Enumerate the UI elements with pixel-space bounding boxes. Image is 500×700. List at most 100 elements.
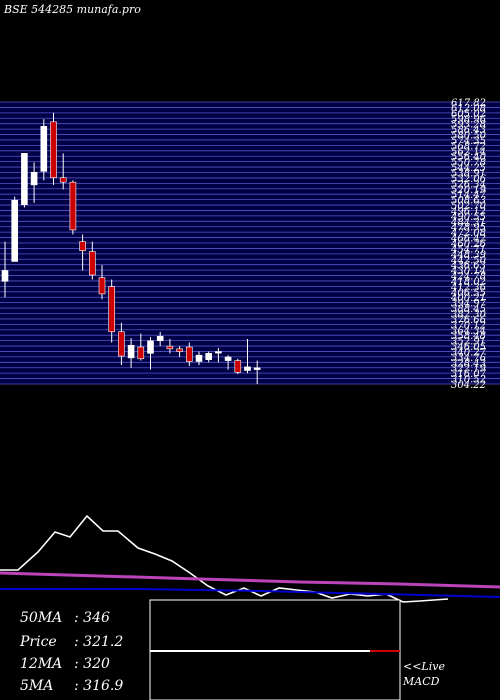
price-tick-label: 520.19 [451,185,487,196]
price-tick-label: 442.50 [450,255,487,266]
candle-up [215,351,222,354]
price-tick-label: 406.55 [450,288,486,299]
ma-blue-line [0,588,500,598]
price-tick-label: 424.78 [450,272,486,283]
price-tick-label: 532.06 [451,174,487,185]
stat-value: 346 [83,610,110,626]
price-tick-label: 382.30 [451,310,487,321]
price-tick-label: 358.48 [451,331,486,342]
price-tick-label: 526.34 [451,179,486,190]
price-tick-label: 454.71 [450,244,486,255]
candle-down [137,346,145,360]
candle-down [50,121,57,178]
price-tick-label: 310.52 [451,375,486,386]
candle-down [166,345,174,350]
price-tick-label: 316.07 [451,369,487,380]
price-tick-label: 448.39 [450,250,487,261]
price-tick-label: 562.14 [451,147,486,158]
stat-price: Price: 321.2 [20,634,124,650]
price-grid [0,101,500,385]
candle-up [253,367,261,370]
price-tick-label: 586.43 [451,125,486,136]
price-tick-label: 346.05 [451,342,486,353]
candle-up [195,354,203,362]
candle-up [147,340,154,354]
candle-down [98,277,106,295]
candle-up [21,153,28,206]
price-tick-label: 400.21 [450,293,486,304]
price-tick-label: 593.28 [451,120,486,131]
indicator-panel [0,514,500,700]
price-tick-label: 484.31 [450,217,486,228]
candle-down [108,286,115,333]
price-tick-label: 568.72 [451,141,486,152]
price-tick-labels: 617.82612.08605.02598.96593.28586.43580.… [450,98,487,391]
price-tick-label: 574.35 [451,136,486,147]
candle-down [176,348,183,352]
price-tick-label: 376.66 [451,315,487,326]
price-tick-label: 538.91 [451,169,486,180]
price-tick-label: 340.27 [451,347,487,358]
price-tick-label: 612.08 [451,103,486,114]
price-tick-label: 605.02 [451,109,486,120]
candle-up [244,366,251,371]
candle-up [30,171,38,186]
price-tick-label: 508.63 [451,196,486,207]
stat-value: 320 [83,656,110,672]
stat-label: 12MA [20,656,63,672]
price-tick-label: 460.26 [450,239,487,250]
candlestick-series [1,112,261,384]
chart-title: BSE 544285 munafa.pro [4,3,141,16]
price-tick-label: 502.70 [451,201,487,212]
price-tick-label: 490.55 [450,212,486,223]
live-link[interactable]: <<Live [403,660,445,673]
candle-up [40,126,48,172]
price-tick-label: 328.43 [451,358,486,369]
price-tick-label: 466.42 [450,234,486,245]
price-tick-label: 370.12 [451,320,486,331]
price-tick-label: 436.63 [450,261,486,272]
stat-50ma: 50MA: 346 [20,610,110,626]
candle-down [89,251,96,276]
candle-down [186,346,193,362]
macd-label: MACD [403,675,440,688]
price-tick-label: 478.95 [450,223,486,234]
candle-up [205,353,212,360]
price-tick-label: 394.97 [451,299,487,310]
stat-label: 50MA [20,610,63,626]
price-tick-label: 364.34 [451,326,486,337]
price-tick-label: 496.12 [450,206,486,217]
price-tick-label: 412.36 [450,282,487,293]
candle-up [156,335,164,342]
price-tick-label: 430.14 [450,266,486,277]
stat-12ma: 12MA: 320 [20,656,110,672]
price-tick-label: 514.47 [451,190,487,201]
price-tick-label: 472.08 [450,228,486,239]
stat-value: 316.9 [83,678,124,694]
ma-purple-line [0,571,500,589]
price-tick-label: 598.96 [451,114,487,125]
price-tick-label: 322.19 [451,364,487,375]
candle-down [79,241,86,251]
candle-up [127,344,135,359]
price-tick-label: 418.02 [450,277,486,288]
candle-down [234,360,242,373]
price-tick-label: 550.78 [451,158,486,169]
candle-up [1,270,9,282]
stat-label: Price [20,634,57,650]
candle-up [11,199,18,262]
price-tick-label: 388.45 [451,304,486,315]
stat-value: 321.2 [83,634,124,650]
live-macd-label[interactable]: <<Live MACD [403,659,445,689]
stat-5ma: 5MA: 316.9 [20,678,124,694]
price-tick-label: 544.25 [451,163,486,174]
price-tick-label: 304.22 [451,380,486,391]
price-tick-label: 334.76 [451,353,487,364]
candle-down [59,177,67,183]
price-tick-label: 352.91 [451,337,486,348]
price-tick-label: 617.82 [451,98,486,109]
candle-down [69,181,77,231]
price-tick-label: 556.40 [451,152,487,163]
candle-down [118,331,125,357]
